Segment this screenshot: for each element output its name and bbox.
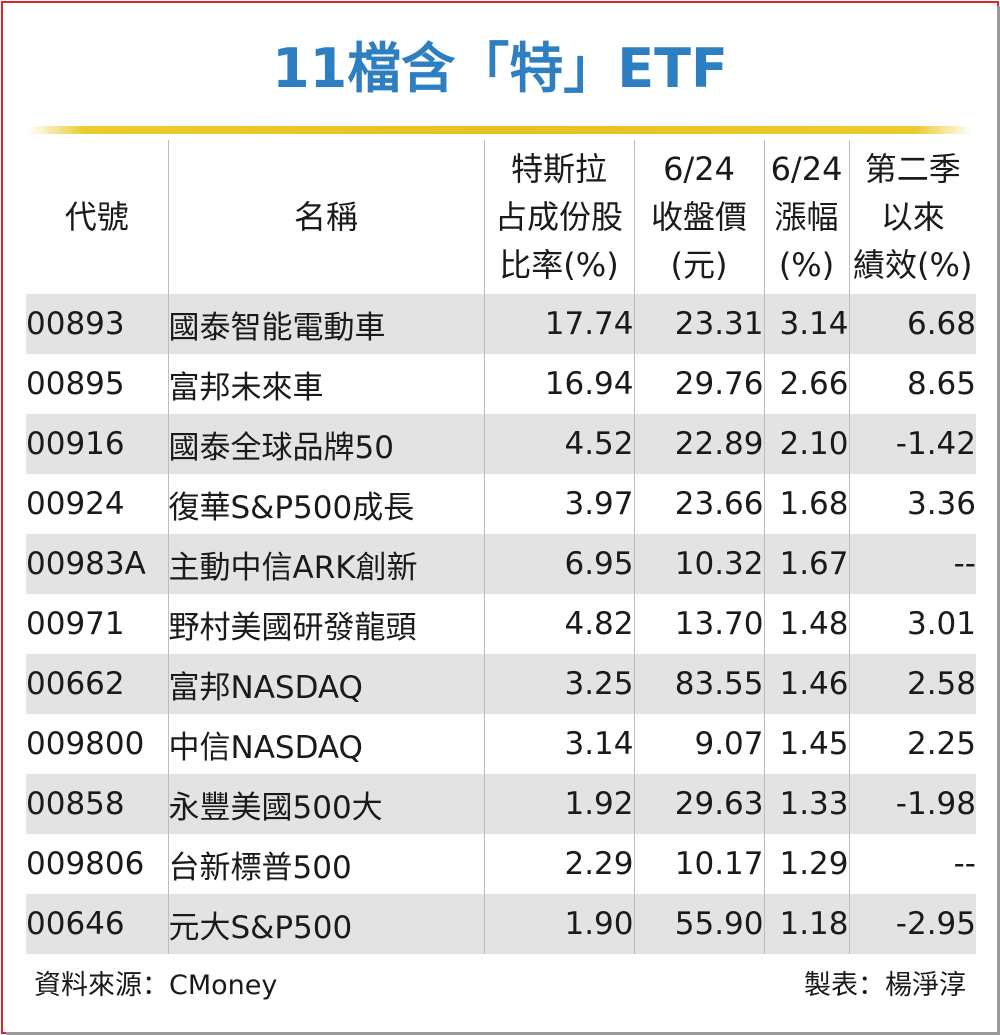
header-tesla-weight: 特斯拉 占成份股 比率(%) xyxy=(483,140,634,294)
cell-tesla-weight: 4.82 xyxy=(483,594,634,654)
cell-name: 富邦NASDAQ xyxy=(167,654,484,714)
cell-change: 1.48 xyxy=(763,594,849,654)
cell-tesla-weight: 3.14 xyxy=(483,714,634,774)
cell-name: 復華S&P500成長 xyxy=(167,474,484,534)
cell-change: 1.46 xyxy=(763,654,849,714)
table-row: 00895 富邦未來車 16.94 29.76 2.66 8.65 xyxy=(26,354,976,414)
cell-close-price: 9.07 xyxy=(633,714,764,774)
table-row: 009806 台新標普500 2.29 10.17 1.29 -- xyxy=(26,834,976,894)
header-code: 代號 xyxy=(64,198,129,236)
cell-close-price: 29.76 xyxy=(633,354,764,414)
cell-name: 永豐美國500大 xyxy=(167,774,484,834)
cell-name: 台新標普500 xyxy=(167,834,484,894)
cell-tesla-weight: 3.25 xyxy=(483,654,634,714)
cell-name: 富邦未來車 xyxy=(167,354,484,414)
cell-code: 00983A xyxy=(26,534,168,594)
frame-shadow-bottom xyxy=(6,1032,1000,1035)
table-row: 00916 國泰全球品牌50 4.52 22.89 2.10 -1.42 xyxy=(26,414,976,474)
cell-q2-performance: -2.95 xyxy=(848,894,976,954)
cell-q2-performance: 3.01 xyxy=(848,594,976,654)
cell-q2-performance: -- xyxy=(848,834,976,894)
cell-code: 00858 xyxy=(26,774,168,834)
cell-change: 1.68 xyxy=(763,474,849,534)
cell-tesla-weight: 2.29 xyxy=(483,834,634,894)
table-row: 00893 國泰智能電動車 17.74 23.31 3.14 6.68 xyxy=(26,294,976,354)
table-row: 00646 元大S&P500 1.90 55.90 1.18 -2.95 xyxy=(26,894,976,954)
cell-change: 3.14 xyxy=(763,294,849,354)
cell-code: 00646 xyxy=(26,894,168,954)
table-header-row: 代號 名稱 特斯拉 占成份股 比率(%) 6/24 收盤價 (元) 6/24 漲… xyxy=(26,140,976,294)
cell-change: 2.66 xyxy=(763,354,849,414)
header-close-price: 6/24 收盤價 (元) xyxy=(633,140,764,294)
cell-tesla-weight: 3.97 xyxy=(483,474,634,534)
cell-code: 00971 xyxy=(26,606,125,642)
cell-close-price: 55.90 xyxy=(633,894,764,954)
cell-code: 00662 xyxy=(26,654,168,714)
cell-code: 00924 xyxy=(26,486,125,522)
cell-close-price: 10.32 xyxy=(633,534,764,594)
cell-name: 中信NASDAQ xyxy=(167,714,484,774)
cell-q2-performance: 2.58 xyxy=(848,654,976,714)
cell-name: 元大S&P500 xyxy=(167,894,484,954)
cell-close-price: 10.17 xyxy=(633,834,764,894)
cell-q2-performance: -- xyxy=(848,534,976,594)
cell-q2-performance: -1.42 xyxy=(848,414,976,474)
cell-code: 00895 xyxy=(26,366,125,402)
cell-tesla-weight: 1.92 xyxy=(483,774,634,834)
cell-name: 國泰全球品牌50 xyxy=(167,414,484,474)
header-q2-performance: 第二季 以來 績效(%) xyxy=(848,140,976,294)
cell-change: 1.33 xyxy=(763,774,849,834)
cell-change: 1.45 xyxy=(763,714,849,774)
cell-tesla-weight: 1.90 xyxy=(483,894,634,954)
cell-tesla-weight: 4.52 xyxy=(483,414,634,474)
cell-change: 2.10 xyxy=(763,414,849,474)
maker-note: 製表：楊淨淳 xyxy=(804,970,966,1001)
cell-close-price: 29.63 xyxy=(633,774,764,834)
cell-q2-performance: -1.98 xyxy=(848,774,976,834)
cell-code: 00916 xyxy=(26,414,168,474)
cell-code: 00893 xyxy=(26,294,168,354)
table-row: 00858 永豐美國500大 1.92 29.63 1.33 -1.98 xyxy=(26,774,976,834)
cell-close-price: 22.89 xyxy=(633,414,764,474)
cell-q2-performance: 2.25 xyxy=(848,714,976,774)
header-name: 名稱 xyxy=(167,140,484,294)
footer: 資料來源：CMoney 製表：楊淨淳 xyxy=(34,964,966,1008)
cell-code: 009806 xyxy=(26,846,145,882)
table-row: 00983A 主動中信ARK創新 6.95 10.32 1.67 -- xyxy=(26,534,976,594)
cell-tesla-weight: 16.94 xyxy=(483,354,634,414)
cell-q2-performance: 6.68 xyxy=(848,294,976,354)
cell-name: 國泰智能電動車 xyxy=(167,294,484,354)
cell-change: 1.29 xyxy=(763,834,849,894)
table-row: 00662 富邦NASDAQ 3.25 83.55 1.46 2.58 xyxy=(26,654,976,714)
cell-close-price: 83.55 xyxy=(633,654,764,714)
page-title: 11檔含「特」ETF xyxy=(272,37,728,100)
source-note: 資料來源：CMoney xyxy=(34,970,278,1001)
cell-close-price: 23.66 xyxy=(633,474,764,534)
cell-q2-performance: 3.36 xyxy=(848,474,976,534)
cell-close-price: 23.31 xyxy=(633,294,764,354)
cell-change: 1.67 xyxy=(763,534,849,594)
cell-close-price: 13.70 xyxy=(633,594,764,654)
header-change: 6/24 漲幅 (%) xyxy=(763,140,849,294)
cell-tesla-weight: 17.74 xyxy=(483,294,634,354)
table-row: 00924 復華S&P500成長 3.97 23.66 1.68 3.36 xyxy=(26,474,976,534)
cell-tesla-weight: 6.95 xyxy=(483,534,634,594)
cell-change: 1.18 xyxy=(763,894,849,954)
table-row: 00971 野村美國研發龍頭 4.82 13.70 1.48 3.01 xyxy=(26,594,976,654)
table-row: 009800 中信NASDAQ 3.14 9.07 1.45 2.25 xyxy=(26,714,976,774)
cell-q2-performance: 8.65 xyxy=(848,354,976,414)
cell-name: 野村美國研發龍頭 xyxy=(167,594,484,654)
cell-name: 主動中信ARK創新 xyxy=(167,534,484,594)
cell-code: 009800 xyxy=(26,726,145,762)
title-underline xyxy=(28,126,972,134)
etf-table: 代號 名稱 特斯拉 占成份股 比率(%) 6/24 收盤價 (元) 6/24 漲… xyxy=(26,140,976,954)
frame-shadow-right xyxy=(997,6,1000,1035)
